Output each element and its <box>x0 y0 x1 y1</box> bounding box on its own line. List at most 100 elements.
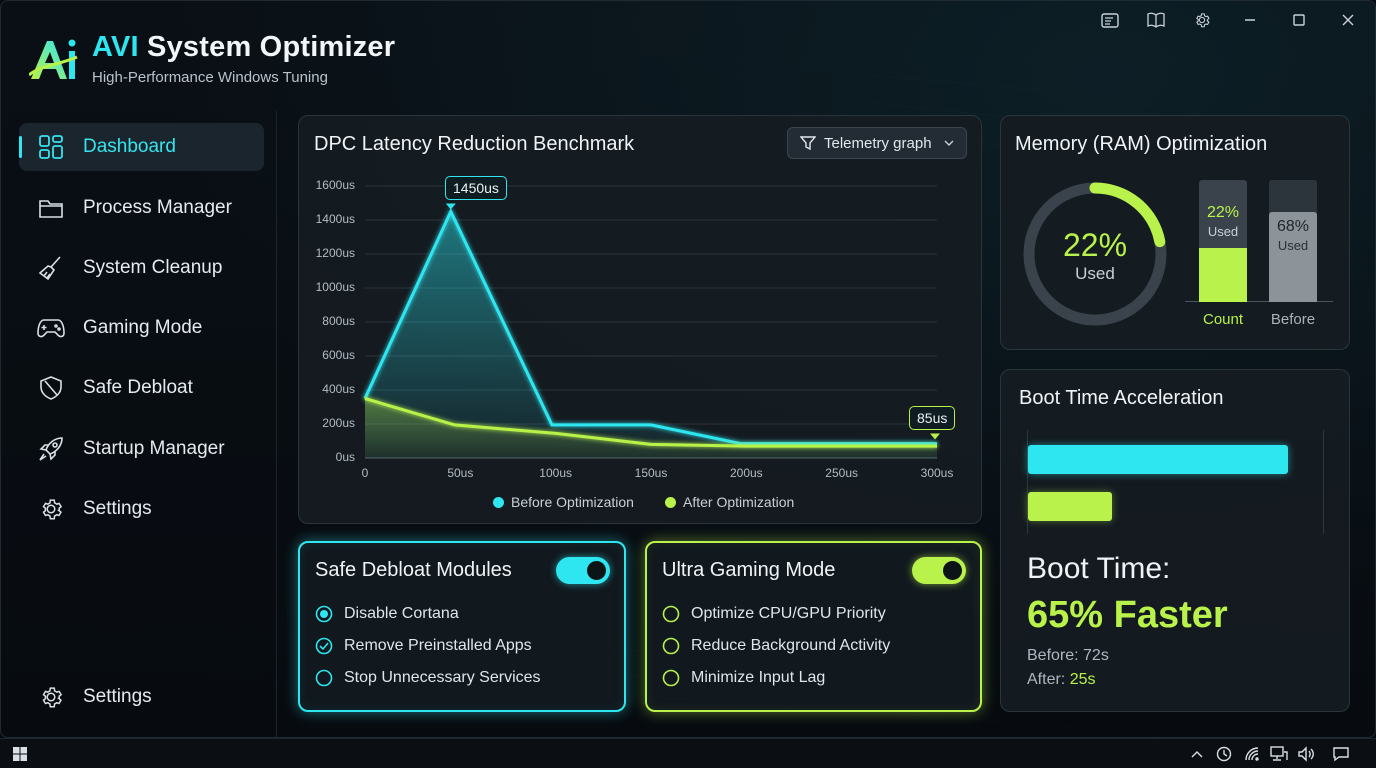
toggle-knob <box>587 561 606 580</box>
windows-start-icon[interactable] <box>11 746 29 762</box>
panel-title: Memory (RAM) Optimization <box>1015 133 1268 155</box>
boot-headline: Boot Time: <box>1027 552 1171 585</box>
sidebar-item-startup-manager[interactable]: Startup Manager <box>19 425 264 473</box>
series-before-area <box>365 211 937 458</box>
avi-logo <box>29 39 78 79</box>
card-title: Ultra Gaming Mode <box>662 559 836 581</box>
bar-baseline <box>1185 301 1333 302</box>
option-stop-unnecessary-services[interactable]: Stop Unnecessary Services <box>315 669 541 687</box>
ram-bar-count-fill <box>1199 248 1247 302</box>
bar-label: Before <box>1270 311 1316 328</box>
option-label: Disable Cortana <box>344 605 459 622</box>
gear-icon <box>36 494 66 524</box>
book-icon[interactable] <box>1145 9 1167 31</box>
option-label: Stop Unnecessary Services <box>344 669 541 686</box>
panel-title: DPC Latency Reduction Benchmark <box>314 133 635 155</box>
wifi-icon[interactable] <box>1243 746 1261 762</box>
sidebar-item-process-manager[interactable]: Process Manager <box>19 184 264 232</box>
ram-donut-value: 22% <box>1062 227 1128 263</box>
boot-grid-line <box>1323 430 1324 534</box>
telemetry-dropdown[interactable]: Telemetry graph <box>787 127 967 159</box>
panel-title: Boot Time Acceleration <box>1019 387 1224 409</box>
dashboard-grid-icon <box>36 132 66 162</box>
option-optimize-priority[interactable]: Optimize CPU/GPU Priority <box>662 605 886 623</box>
chevron-up-icon[interactable] <box>1188 746 1206 762</box>
bar-caption: Used <box>1207 224 1239 239</box>
series-after-area <box>365 398 937 458</box>
x-tick-label: 200us <box>729 466 763 480</box>
taskbar <box>0 738 1376 768</box>
safe-debloat-card: Safe Debloat Modules Disable Cortana Rem… <box>298 541 626 712</box>
shield-icon <box>36 373 66 403</box>
bar-label: Count <box>1202 311 1244 328</box>
gear-icon[interactable] <box>1191 9 1213 31</box>
callout-pointer <box>930 433 940 440</box>
volume-icon[interactable] <box>1297 746 1315 762</box>
app-title: AVI System Optimizer <box>92 31 396 63</box>
app-subtitle: High-Performance Windows Tuning <box>92 69 328 86</box>
ram-bar-track <box>1269 180 1317 302</box>
card-title: Safe Debloat Modules <box>315 559 512 581</box>
sidebar-item-label: Dashboard <box>83 136 176 157</box>
radio-empty-icon <box>662 605 680 623</box>
network-icon[interactable] <box>1270 746 1288 762</box>
clock-icon[interactable] <box>1215 746 1233 762</box>
callout-pointer <box>445 203 456 210</box>
option-remove-preinstalled-apps[interactable]: Remove Preinstalled Apps <box>315 637 532 655</box>
boot-grid-line <box>1027 430 1028 534</box>
legend-dot <box>665 496 676 508</box>
latency-chart <box>363 185 940 459</box>
close-icon[interactable] <box>1337 9 1359 31</box>
sidebar-footer-settings[interactable]: Settings <box>19 673 264 721</box>
sidebar-item-dashboard[interactable]: Dashboard <box>19 123 264 171</box>
maximize-icon[interactable] <box>1288 9 1310 31</box>
x-tick-label: 250us <box>825 466 858 480</box>
sidebar-item-system-cleanup[interactable]: System Cleanup <box>19 244 264 292</box>
boot-bar-after <box>1028 492 1112 521</box>
dropdown-label: Telemetry graph <box>824 134 932 152</box>
bar-value: 22% <box>1206 204 1240 221</box>
end-callout: 85us <box>909 406 956 430</box>
folder-icon <box>36 193 66 223</box>
x-tick-label: 0 <box>361 466 369 480</box>
sidebar-item-settings[interactable]: Settings <box>19 485 264 533</box>
option-label: Reduce Background Activity <box>691 637 891 654</box>
x-tick-label: 50us <box>447 466 474 480</box>
chevron-down-icon <box>944 140 954 146</box>
sidebar-item-label: Gaming Mode <box>83 317 203 338</box>
radio-empty-icon <box>315 669 333 687</box>
sidebar-item-label: Startup Manager <box>83 438 225 459</box>
boot-acceleration-panel: Boot Time Acceleration Boot Time: 65% Fa… <box>1000 369 1350 712</box>
sidebar-item-label: System Cleanup <box>83 257 223 278</box>
y-tick-label: 600us <box>322 348 355 362</box>
minimize-icon[interactable] <box>1239 9 1261 31</box>
sidebar-item-label: Process Manager <box>83 197 232 218</box>
option-label: Optimize CPU/GPU Priority <box>691 605 886 622</box>
gaming-toggle[interactable] <box>912 557 966 584</box>
notification-icon[interactable] <box>1332 746 1350 762</box>
latency-benchmark-panel: DPC Latency Reduction Benchmark Telemetr… <box>298 115 982 524</box>
option-disable-cortana[interactable]: Disable Cortana <box>315 605 459 623</box>
feedback-icon[interactable] <box>1099 9 1121 31</box>
ram-bar-before-fill <box>1269 211 1317 302</box>
sidebar-item-gaming-mode[interactable]: Gaming Mode <box>19 304 264 352</box>
sidebar-item-label: Settings <box>83 686 152 707</box>
debloat-toggle[interactable] <box>556 557 610 584</box>
radio-empty-icon <box>662 637 680 655</box>
option-minimize-input-lag[interactable]: Minimize Input Lag <box>662 669 825 687</box>
gear-icon <box>36 682 66 712</box>
boot-bar-before <box>1028 445 1288 474</box>
option-reduce-background[interactable]: Reduce Background Activity <box>662 637 890 655</box>
boot-after-line: After: 25s <box>1027 671 1096 688</box>
sidebar-item-label: Safe Debloat <box>83 377 193 398</box>
sidebar-item-safe-debloat[interactable]: Safe Debloat <box>19 364 264 412</box>
legend-after: After Optimization <box>665 494 794 510</box>
legend-before: Before Optimization <box>493 494 634 510</box>
x-tick-label: 150us <box>634 466 668 480</box>
option-label: Remove Preinstalled Apps <box>344 637 532 654</box>
y-tick-label: 200us <box>322 416 355 430</box>
ram-optimization-panel: Memory (RAM) Optimization 22% Used 22% U… <box>1000 115 1350 350</box>
option-label: Minimize Input Lag <box>691 669 826 686</box>
rocket-icon <box>36 434 66 464</box>
radio-empty-icon <box>662 669 680 687</box>
